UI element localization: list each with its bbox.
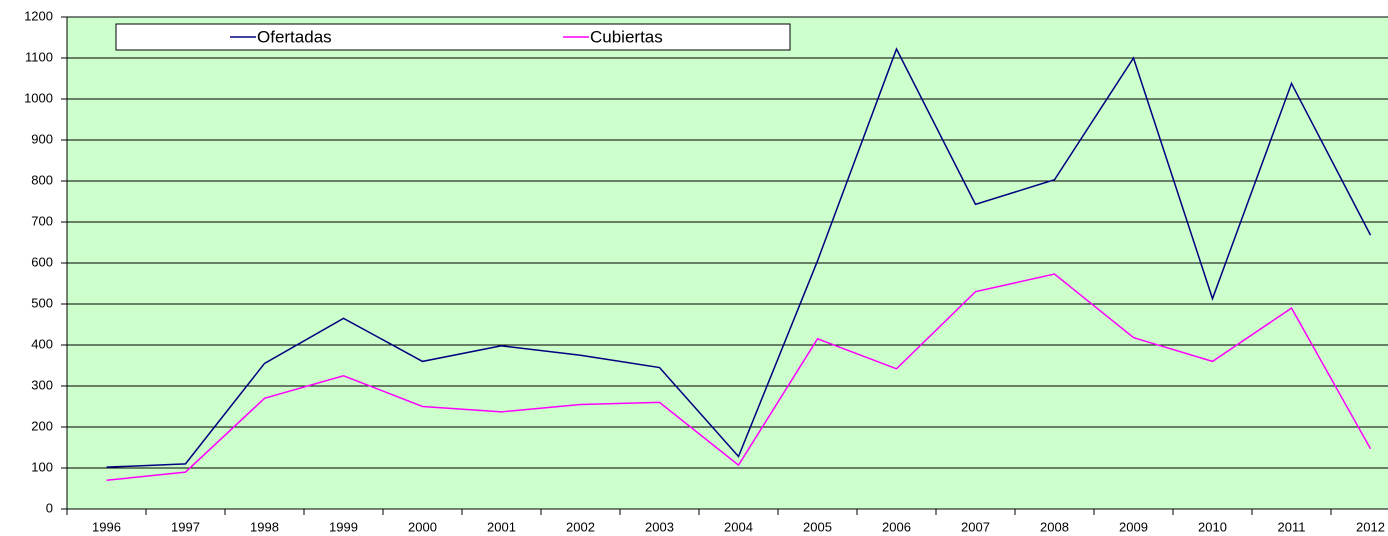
y-tick-label: 1000 — [24, 90, 53, 105]
legend-label: Ofertadas — [257, 27, 332, 46]
y-tick-label: 0 — [46, 500, 53, 515]
x-tick-label: 2012 — [1356, 519, 1385, 534]
x-tick-label: 2006 — [882, 519, 911, 534]
y-tick-label: 900 — [31, 131, 53, 146]
x-tick-label: 2000 — [408, 519, 437, 534]
x-tick-label: 2009 — [1119, 519, 1148, 534]
y-tick-label: 400 — [31, 336, 53, 351]
x-tick-label: 2002 — [566, 519, 595, 534]
x-tick-label: 2011 — [1278, 519, 1306, 534]
series-line — [106, 47, 1372, 468]
x-tick-label: 1996 — [92, 519, 121, 534]
y-tick-label: 700 — [31, 213, 53, 228]
y-tick-label: 600 — [31, 254, 53, 269]
x-tick-label: 2003 — [645, 519, 674, 534]
y-tick-label: 200 — [31, 418, 53, 433]
y-tick-label: 800 — [31, 172, 53, 187]
y-tick-label: 500 — [31, 295, 53, 310]
x-tick-label: 2007 — [961, 519, 990, 534]
x-tick-label: 2005 — [803, 519, 832, 534]
x-tick-label: 2008 — [1040, 519, 1069, 534]
y-tick-label: 1200 — [24, 8, 53, 23]
x-tick-label: 1997 — [171, 519, 200, 534]
x-tick-label: 1999 — [329, 519, 358, 534]
y-tick-label: 100 — [31, 459, 53, 474]
legend-box — [115, 23, 791, 51]
x-tick-label: 1998 — [250, 519, 279, 534]
legend-label: Cubiertas — [590, 27, 663, 46]
y-tick-label: 300 — [31, 377, 53, 392]
x-tick-label: 2010 — [1198, 519, 1227, 534]
y-tick-label: 1100 — [25, 49, 53, 64]
series-line — [106, 273, 1372, 482]
x-tick-label: 2004 — [724, 519, 753, 534]
x-tick-label: 2001 — [487, 519, 516, 534]
